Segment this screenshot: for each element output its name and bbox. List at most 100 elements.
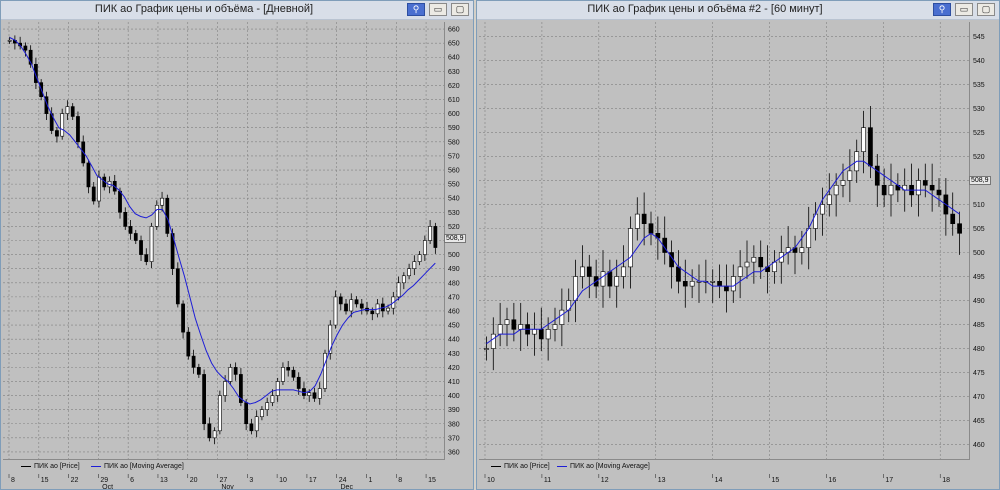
candle-body [433,226,438,248]
candle-body [265,402,270,410]
y-tick-label: 650 [448,41,460,48]
price-chart-plot[interactable] [479,22,970,460]
y-tick-label: 500 [448,252,460,259]
y-tick-label: 620 [448,83,460,90]
candle-body [244,402,249,425]
y-tick-label: 535 [973,82,985,89]
minimize-button[interactable]: ▭ [955,3,973,16]
titlebar: ПИК ао График цены и объёма #2 - [60 мин… [477,1,999,20]
candle-body [826,194,832,205]
y-tick-label: 465 [973,418,985,425]
last-price-tag: 508,9 [969,176,991,185]
y-tick-label: 440 [448,337,460,344]
candle-body [281,367,285,382]
candle-body [296,376,301,389]
y-tick-label: 505 [973,226,985,233]
x-tick-label: 12 [601,477,609,484]
candle-body [710,281,716,283]
y-tick-label: 450 [448,323,460,330]
month-label: Oct [102,484,113,490]
candle-body [511,319,517,330]
candle-body [86,162,91,188]
y-tick-label: 490 [973,298,985,305]
minimize-button[interactable]: ▭ [429,3,447,16]
candle-body [144,254,149,262]
window-title: ПИК ао График цены и объёма #2 - [60 мин… [587,3,823,15]
candle-body [580,266,585,277]
candle-body [60,113,65,137]
y-tick-label: 600 [448,111,460,118]
candle-body [417,254,422,262]
candle-body [28,49,33,65]
candle-body [641,213,647,224]
legend-ma: ПИК ао [Moving Average] [557,463,650,470]
candle-body [275,381,280,396]
candle-body [628,228,633,268]
candle-body [154,204,159,227]
candle-body [600,271,606,287]
y-tick-label: 410 [448,379,460,386]
candle-body [254,416,259,432]
candle-body [833,184,839,196]
pin-icon[interactable]: ⚲ [407,3,425,16]
candle-body [559,309,565,325]
pin-icon[interactable]: ⚲ [933,3,951,16]
candle-body [239,374,243,403]
moving-average-line [9,37,436,405]
daily-chart-window: ПИК ао График цены и объёма - [Дневной] … [0,0,474,490]
y-tick-label: 475 [973,370,985,377]
legend-price: ПИК ао [Price] [491,463,550,470]
candle-body [344,303,348,312]
candle-body [349,299,354,312]
candle-body [484,348,489,350]
candle-body [648,223,654,234]
candle-body [191,355,196,368]
candle-body [139,240,143,255]
y-tick-label: 545 [973,34,985,41]
candle-body [317,388,322,399]
x-tick-label: 10 [487,477,495,484]
candle-body [621,266,626,277]
x-tick-label: 15 [41,477,49,484]
candle-body [118,190,122,213]
y-tick-label: 370 [448,435,460,442]
x-tick-label: 6 [130,477,134,484]
x-tick-label: 14 [715,477,723,484]
x-tick-label: 18 [942,477,950,484]
legend-ma: ПИК ао [Moving Average] [91,463,184,470]
y-tick-label: 470 [448,294,460,301]
candle-body [65,106,70,114]
candle-body [217,395,222,432]
candle-body [538,329,544,340]
candle-body [70,106,75,117]
candle-body [91,186,96,202]
candle-body [412,261,417,269]
candle-body [820,204,825,215]
y-tick-label: 400 [448,393,460,400]
candle-body [717,281,722,287]
candle-body [196,367,201,375]
y-axis: 5455405355305255205155105055004954904854… [973,34,985,449]
last-price-tag: 508,9 [444,234,466,243]
legend-price: ПИК ао [Price] [21,463,80,470]
price-chart-plot[interactable] [3,22,445,460]
maximize-button[interactable]: ▢ [451,3,469,16]
maximize-button[interactable]: ▢ [977,3,995,16]
candle-body [689,281,695,287]
candle-body [840,180,846,186]
candle-body [724,285,729,292]
candle-body [128,226,133,234]
x-tick-label: 17 [885,477,893,484]
candle-body [532,329,537,335]
y-tick-label: 470 [973,394,985,401]
y-tick-label: 480 [448,280,460,287]
y-tick-label: 530 [973,106,985,113]
candle-body [676,266,681,282]
candle-body [614,276,620,287]
candle-body [270,395,275,403]
candle-body [97,176,101,202]
candle-body [758,257,764,268]
y-tick-label: 520 [973,154,985,161]
candle-body [868,127,873,167]
candle-body [586,266,592,277]
